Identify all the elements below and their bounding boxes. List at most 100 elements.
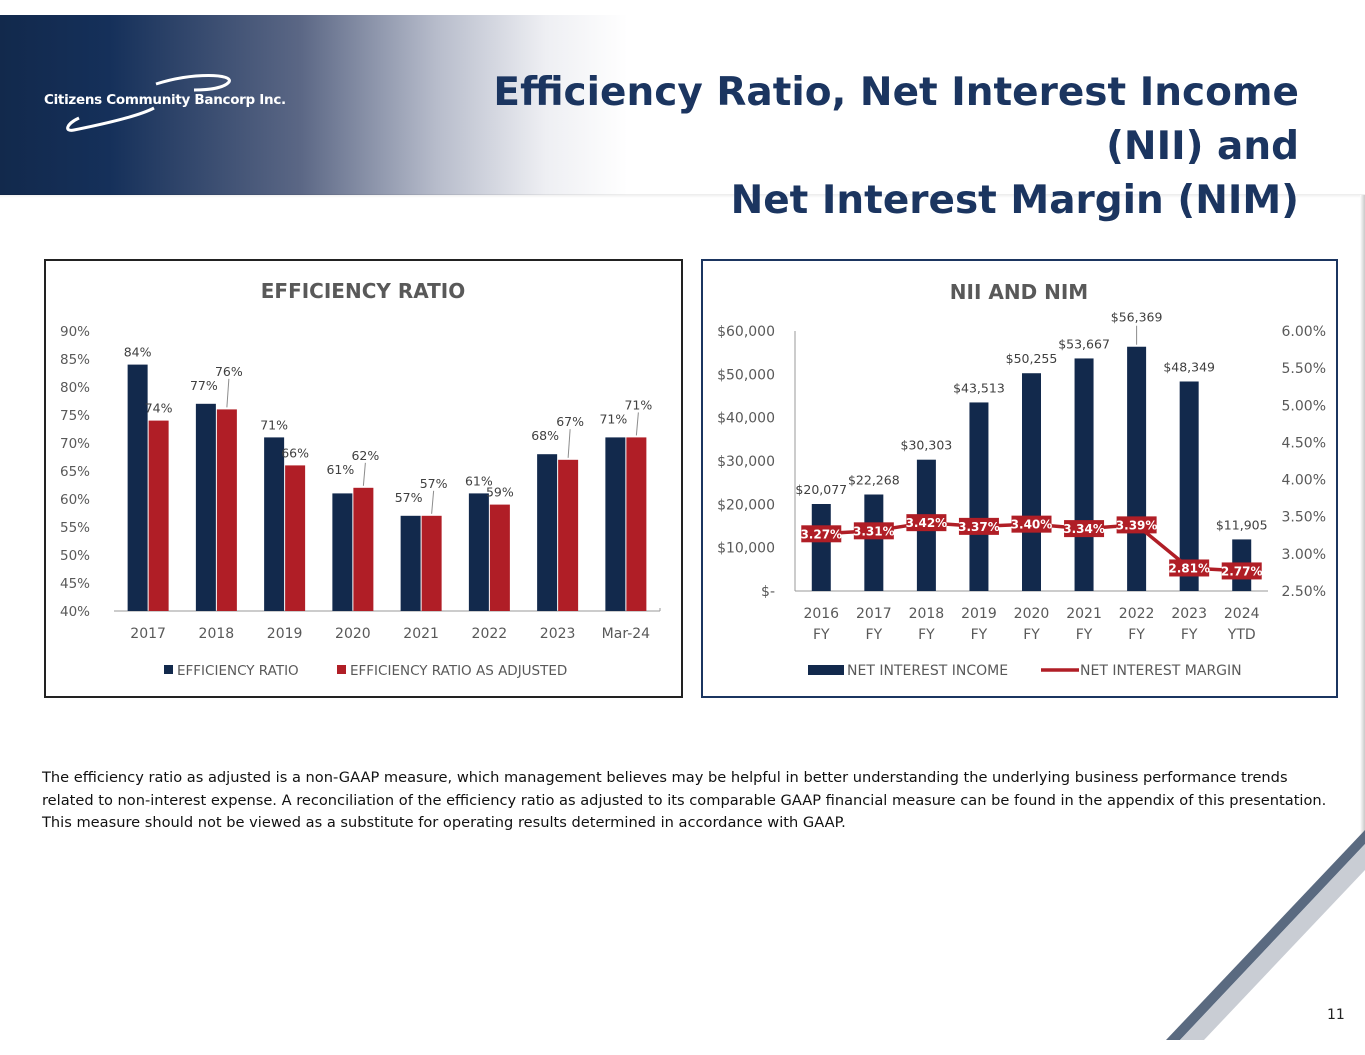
legend-label-efficiency-ratio-adjusted: EFFICIENCY RATIO AS ADJUSTED [350, 663, 567, 679]
data-label-net-interest-margin: 3.34% [1063, 522, 1105, 536]
data-label-box-net-interest-margin [906, 514, 947, 532]
header-shadow [0, 194, 1365, 198]
bar-efficiency-ratio-adjusted [489, 504, 510, 611]
x-tick-label: 2022 [472, 626, 508, 642]
data-label-net-interest-margin: 3.37% [958, 520, 1000, 534]
x-tick-label-period: FY [918, 627, 935, 643]
nii-nim-chart: NII AND NIM $- $10,000 $20,000 $30,000 $40,00… [701, 259, 1338, 698]
x-tick-label-period: FY [1181, 627, 1198, 643]
bar-efficiency-ratio [264, 437, 285, 611]
x-tick-label: 2021 [403, 626, 439, 642]
data-label-box-net-interest-margin [1011, 515, 1052, 533]
bar-efficiency-ratio [605, 437, 626, 611]
bar-efficiency-ratio [537, 454, 558, 611]
x-tick-label-period: FY [813, 627, 830, 643]
y-tick-label: $- [761, 584, 775, 600]
chart-title: NII AND NIM [950, 280, 1088, 304]
x-tick-label-year: 2023 [1171, 606, 1207, 622]
x-tick-label: 2018 [199, 626, 235, 642]
corner-decoration [1166, 830, 1365, 1040]
bar-efficiency-ratio [127, 364, 148, 611]
legend-label-net-interest-margin: NET INTEREST MARGIN [1080, 663, 1242, 679]
y2-tick-label: 3.50% [1282, 510, 1326, 526]
y-tick-label: $60,000 [717, 324, 775, 340]
leader-line [362, 462, 366, 486]
legend-swatch-net-interest-income [808, 665, 844, 675]
data-label-box-net-interest-margin [1116, 516, 1157, 534]
logo-text: Citizens Community Bancorp Inc. [44, 92, 286, 108]
data-label-efficiency-ratio: 61% [326, 462, 354, 477]
y2-tick-label: 2.50% [1282, 584, 1326, 600]
footnote: The efficiency ratio as adjusted is a no… [42, 769, 1327, 831]
data-label-efficiency-ratio-adjusted: 76% [215, 364, 243, 379]
data-label-net-interest-income: $53,667 [1058, 336, 1110, 351]
x-tick-label: 2017 [130, 626, 166, 642]
efficiency-ratio-svg: EFFICIENCY RATIO 40% 45% 50% 55% 60% 65% 70% 75%… [60, 279, 661, 679]
page-number: 11 [1327, 1007, 1345, 1023]
y-tick-label: 45% [60, 576, 90, 592]
data-label-efficiency-ratio: 57% [395, 490, 423, 505]
legend-label-efficiency-ratio: EFFICIENCY RATIO [177, 663, 299, 679]
x-tick-label-period: YTD [1227, 627, 1256, 643]
x-tick-label-year: 2022 [1119, 606, 1155, 622]
bar-net-interest-income [969, 402, 989, 591]
y-tick-label: 40% [60, 604, 90, 620]
data-label-net-interest-income: $56,369 [1111, 310, 1163, 325]
y-tick-label: 75% [60, 408, 90, 424]
x-tick-label-year: 2021 [1066, 606, 1102, 622]
header-band [0, 15, 1365, 195]
y-tick-label: 50% [60, 548, 90, 564]
y2-tick-label: 3.00% [1282, 547, 1326, 563]
bar-efficiency-ratio-adjusted [626, 437, 647, 611]
data-label-efficiency-ratio: 77% [190, 378, 218, 393]
x-tick-label: 2023 [540, 626, 576, 642]
data-label-efficiency-ratio-adjusted: 71% [624, 397, 652, 412]
data-label-net-interest-margin: 2.81% [1168, 561, 1210, 575]
bar-efficiency-ratio-adjusted [285, 465, 306, 611]
y-tick-label: $10,000 [717, 541, 775, 557]
x-tick-label-period: FY [866, 627, 883, 643]
chart-title: EFFICIENCY RATIO [261, 279, 465, 303]
data-label-efficiency-ratio: 71% [260, 417, 288, 432]
x-tick-label-year: 2019 [961, 606, 997, 622]
data-label-net-interest-margin: 3.39% [1116, 518, 1158, 532]
data-label-net-interest-income: $50,255 [1006, 351, 1058, 366]
data-label-efficiency-ratio: 84% [124, 345, 152, 360]
x-tick-label-year: 2016 [803, 606, 839, 622]
bar-net-interest-income [1074, 358, 1094, 591]
y-tick-label: 70% [60, 436, 90, 452]
leader-line [567, 429, 571, 458]
bar-net-interest-income [864, 494, 884, 591]
x-tick-label-year: 2020 [1014, 606, 1050, 622]
bar-net-interest-income [1022, 373, 1041, 591]
data-label-efficiency-ratio-adjusted: 62% [351, 448, 379, 463]
x-tick-label-year: 2024 [1224, 606, 1260, 622]
leader-line [226, 378, 230, 408]
data-label-efficiency-ratio: 61% [465, 473, 493, 488]
data-label-efficiency-ratio-adjusted: 59% [486, 485, 514, 500]
company-logo: Citizens Community Bancorp Inc. [44, 72, 286, 142]
data-label-box-net-interest-margin [958, 517, 999, 535]
y2-tick-label: 5.50% [1282, 361, 1326, 377]
page-title-line-2: Net Interest Margin (NIM) [730, 178, 1299, 223]
right-edge-shadow [1360, 195, 1365, 845]
x-tick-label-period: FY [971, 627, 988, 643]
data-label-net-interest-margin: 2.77% [1221, 564, 1263, 578]
y2-tick-label: 4.00% [1282, 473, 1326, 489]
data-label-box-net-interest-margin [1221, 562, 1262, 580]
data-label-net-interest-margin: 3.42% [906, 516, 948, 530]
y2-tick-label: 4.50% [1282, 435, 1326, 451]
x-tick-label-year: 2018 [909, 606, 945, 622]
y-tick-label: $20,000 [717, 497, 775, 513]
bar-efficiency-ratio [195, 403, 216, 611]
y-tick-label: $50,000 [717, 367, 775, 383]
bar-efficiency-ratio-adjusted [558, 459, 579, 611]
leader-line [431, 490, 435, 514]
data-label-net-interest-income: $30,303 [901, 438, 953, 453]
y-tick-label: 90% [60, 324, 90, 340]
bar-efficiency-ratio-adjusted [353, 487, 374, 611]
data-label-box-net-interest-margin [1064, 520, 1105, 538]
data-label-net-interest-margin: 3.27% [800, 527, 842, 541]
nii-nim-svg: NII AND NIM $- $10,000 $20,000 $30,000 $40,00… [717, 280, 1326, 679]
bar-efficiency-ratio-adjusted [148, 420, 169, 611]
